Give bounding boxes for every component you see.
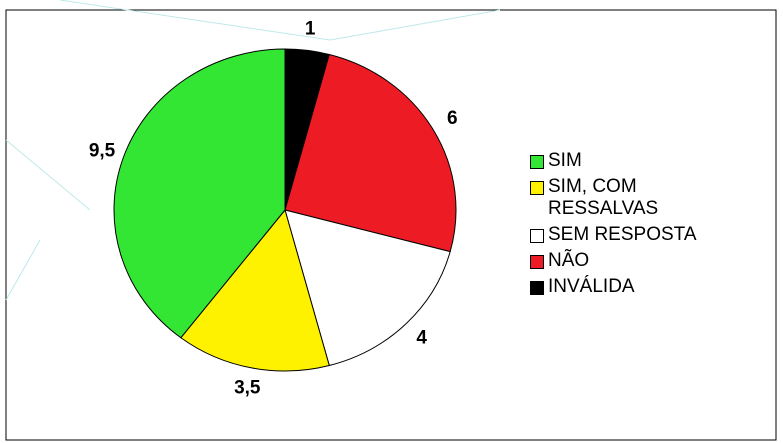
data-label: 1 (305, 19, 316, 40)
data-label: 4 (416, 328, 427, 349)
decor (5, 139, 91, 211)
legend-label: INVÁLIDA (548, 276, 635, 297)
pie-slice (180, 208, 330, 372)
decor (59, 0, 331, 41)
legend: SIM SIM, COM RESSALVAS SEM RESPOSTA NÃO INVÁ… (530, 150, 770, 302)
legend-label: SIM (548, 150, 582, 171)
legend-swatch (530, 229, 544, 243)
legend-swatch (530, 155, 544, 169)
pie-slice (284, 53, 457, 253)
legend-swatch (530, 281, 544, 295)
legend-item: SIM, COM RESSALVAS (530, 176, 770, 220)
decor (5, 239, 41, 301)
legend-item: SEM RESPOSTA (530, 224, 770, 246)
frame (5, 9, 777, 441)
legend-label: NÃO (548, 250, 590, 271)
data-label: 3,5 (234, 377, 261, 398)
legend-swatch (530, 255, 544, 269)
legend-label: SEM RESPOSTA (548, 224, 697, 245)
pie-slice (284, 209, 451, 367)
legend-item: NÃO (530, 250, 770, 272)
legend-label: SIM, COM RESSALVAS (548, 176, 659, 219)
legend-swatch (530, 181, 544, 195)
legend-item: INVÁLIDA (530, 276, 770, 298)
data-label: 9,5 (89, 141, 116, 162)
pie-slice (113, 48, 286, 339)
data-label: 6 (447, 108, 458, 129)
decor (329, 9, 501, 41)
legend-item: SIM (530, 150, 770, 172)
